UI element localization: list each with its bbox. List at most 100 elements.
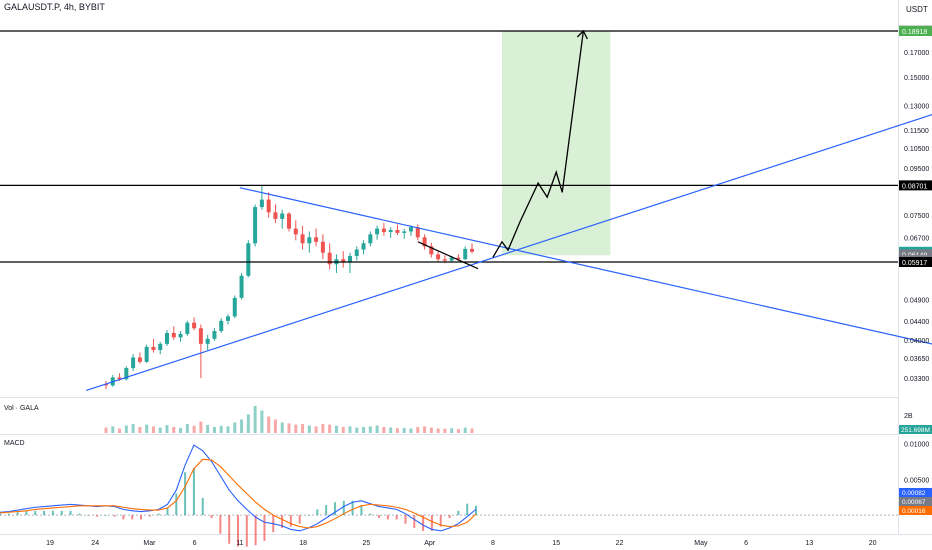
macd-histogram-bar	[34, 510, 37, 516]
candle-body	[436, 254, 441, 260]
macd-histogram-bar	[69, 510, 72, 516]
candle-body	[449, 257, 454, 261]
candle-body	[144, 346, 149, 362]
candle-body	[232, 297, 237, 317]
target-zone	[502, 31, 611, 256]
time-tick-label: 18	[299, 540, 307, 547]
wedge-line	[417, 241, 479, 270]
candle	[131, 354, 136, 371]
volume-bar	[192, 425, 196, 433]
candle	[320, 234, 325, 260]
price-badge-label: 0.18918	[902, 29, 927, 36]
volume-bar	[456, 429, 460, 433]
candle-body	[266, 199, 271, 213]
macd-histogram-bar	[307, 515, 310, 516]
volume-bar	[165, 425, 169, 433]
volume-bar	[470, 428, 474, 433]
candle	[361, 240, 366, 255]
volume-pane-label: Vol · GALA	[4, 405, 39, 412]
candle-body	[327, 252, 332, 265]
macd-histogram-bar	[298, 515, 301, 524]
macd-histogram-bar	[219, 515, 222, 534]
candle-body	[239, 275, 244, 298]
macd-histogram-bar	[122, 515, 125, 520]
volume-bar	[395, 428, 399, 433]
candle	[192, 317, 197, 331]
candle	[205, 334, 210, 351]
candle	[436, 251, 441, 262]
candle	[280, 209, 285, 229]
candle-body	[409, 227, 413, 232]
time-tick-label: 24	[91, 540, 99, 547]
candle-body	[192, 322, 197, 329]
candle-body	[456, 257, 461, 260]
candle-body	[158, 343, 163, 351]
macd-histogram-bar	[316, 509, 319, 516]
macd-histogram-bar	[289, 515, 292, 527]
price-tick-label: 0.17000	[904, 50, 929, 57]
volume-bar	[124, 425, 128, 433]
macd-histogram-bar	[457, 510, 460, 516]
time-tick-label: 11	[236, 540, 243, 547]
volume-bar	[131, 424, 135, 433]
projection-path	[492, 30, 585, 258]
currency-label: USDT	[906, 5, 928, 14]
time-tick-label: 6	[193, 540, 197, 547]
macd-histogram-bar	[245, 515, 248, 547]
candle-body	[287, 213, 291, 229]
candle	[151, 338, 156, 353]
candle-body	[104, 384, 108, 386]
volume-bar	[138, 427, 142, 433]
price-badge	[899, 249, 932, 260]
macd-histogram-bar	[325, 505, 328, 516]
candle-body	[415, 227, 420, 238]
candle	[354, 246, 359, 261]
price-tick-label: 0.03300	[904, 376, 929, 383]
macd-histogram-bar	[422, 515, 425, 531]
volume-bar	[240, 419, 244, 433]
time-tick-label: May	[694, 540, 708, 547]
candle	[273, 204, 278, 223]
macd-histogram-bar	[228, 515, 231, 544]
macd-histogram-bar	[475, 505, 477, 516]
volume-bar	[185, 424, 189, 433]
macd-histogram-bar	[25, 510, 28, 516]
time-tick-label: 6	[744, 540, 748, 547]
macd-histogram-bar	[166, 507, 169, 516]
macd-value-label: 0.00067	[902, 499, 926, 506]
candle-body	[320, 241, 325, 253]
candle	[381, 222, 386, 236]
macd-tick-label: 0.01000	[904, 442, 929, 449]
time-tick-label: Apr	[424, 540, 436, 547]
volume-bar	[179, 427, 183, 433]
macd-histogram-bar	[395, 515, 398, 520]
volume-bar	[429, 427, 433, 433]
candle-body	[131, 357, 136, 369]
volume-bar	[260, 410, 264, 433]
macd-value-badge	[899, 497, 932, 506]
volume-bar	[233, 422, 237, 433]
volume-bar	[423, 426, 427, 433]
volume-bar	[118, 428, 122, 433]
macd-histogram-bar	[201, 497, 204, 516]
candle-body	[259, 199, 264, 208]
macd-value-label: 0.00082	[902, 490, 926, 497]
candle	[429, 242, 434, 258]
macd-line	[0, 444, 477, 532]
price-badge	[899, 257, 932, 267]
volume-bar	[328, 424, 332, 433]
macd-histogram-bar	[16, 512, 19, 516]
macd-histogram-bar	[210, 515, 213, 518]
candle	[239, 272, 244, 300]
volume-bar	[409, 428, 413, 433]
volume-bar	[151, 426, 155, 433]
price-tick-label: 0.04000	[904, 338, 929, 345]
candle	[144, 344, 149, 363]
price-tick-label: 0.03650	[904, 356, 929, 363]
candle	[348, 252, 352, 273]
candle-body	[375, 228, 380, 235]
candle-body	[381, 228, 386, 233]
candle-body	[361, 243, 366, 250]
volume-bar	[199, 421, 203, 433]
